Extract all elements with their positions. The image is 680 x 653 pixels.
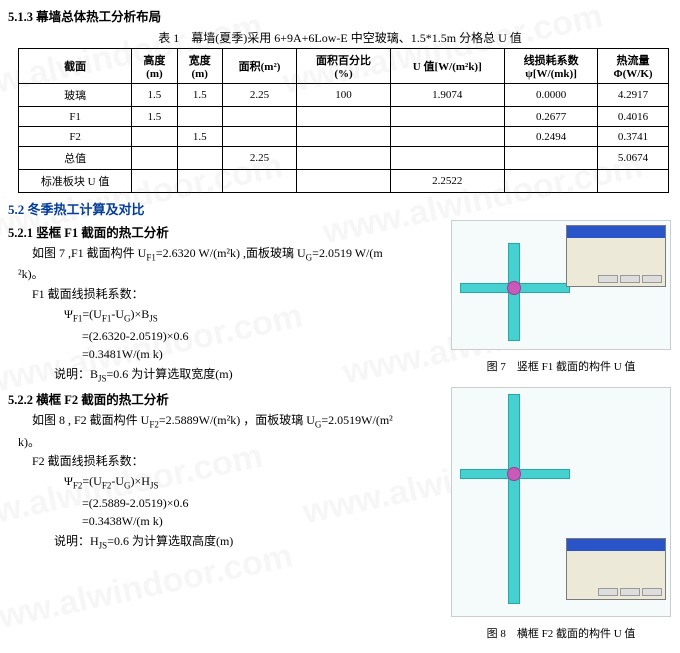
table-cell: 0.4016 xyxy=(598,107,668,127)
para-521-intro-cont: ²k)。 xyxy=(18,266,442,283)
heading-5-2: 5.2 冬季热工计算及对比 xyxy=(8,199,672,218)
heading-5-2-2: 5.2.2 横框 F2 截面的热工分析 xyxy=(8,389,442,408)
formula-f1-1: ΨF1=(UF1-UG)×BJS xyxy=(64,305,442,326)
table-row: F11.5 0.26770.4016 xyxy=(19,107,669,127)
table-cell xyxy=(297,147,391,170)
table-cell: F2 xyxy=(19,127,132,147)
formula-f2-3: =0.3438W/(m k) xyxy=(82,512,442,531)
figure-7-caption: 图 7 竖框 F1 截面的构件 U 值 xyxy=(450,358,672,374)
para-521-intro: 如图 7 ,F1 截面构件 UF1=2.6320 W/(m²k) ,面板玻璃 U… xyxy=(32,245,442,264)
formula-f2-1: ΨF2=(UF2-UG)×HJS xyxy=(64,472,442,493)
table-header-cell: 宽度(m) xyxy=(177,49,222,84)
table-row: 玻璃1.51.52.251001.90740.00004.2917 xyxy=(19,84,669,107)
table-header-cell: 线损耗系数ψ[W/(mk)] xyxy=(504,49,598,84)
table-cell: 1.5 xyxy=(132,84,177,107)
formula-f2-2: =(2.5889-2.0519)×0.6 xyxy=(82,494,442,513)
para-522-coef: F2 截面线损耗系数： xyxy=(32,453,442,470)
table-cell xyxy=(598,170,668,193)
table-cell: 4.2917 xyxy=(598,84,668,107)
table-cell xyxy=(504,147,598,170)
figure-8-caption: 图 8 横框 F2 截面的构件 U 值 xyxy=(450,625,672,641)
formula-f1-3: =0.3481W/(m k) xyxy=(82,345,442,364)
note-522: 说明：HJS=0.6 为计算选取高度(m) xyxy=(54,533,442,552)
heading-5-1-3: 5.1.3 幕墙总体热工分析布局 xyxy=(8,6,672,25)
table-cell: 1.5 xyxy=(132,107,177,127)
formula-f1-2: =(2.6320-2.0519)×0.6 xyxy=(82,327,442,346)
table-title: 表 1 幕墙(夏季)采用 6+9A+6Low-E 中空玻璃、1.5*1.5m 分… xyxy=(8,29,672,46)
table-cell xyxy=(297,170,391,193)
table-row: 标准板块 U 值 2.2522 xyxy=(19,170,669,193)
table-header-cell: 截面 xyxy=(19,49,132,84)
table-cell: 2.25 xyxy=(222,84,296,107)
table-cell xyxy=(222,170,296,193)
para-522-intro: 如图 8 , F2 截面构件 UF2=2.5889W/(m²k) ，面板玻璃 U… xyxy=(32,412,442,431)
para-521-coef: F1 截面线损耗系数： xyxy=(32,286,442,303)
table-header-cell: 高度(m) xyxy=(132,49,177,84)
table-cell: 1.9074 xyxy=(390,84,504,107)
table-cell: 5.0674 xyxy=(598,147,668,170)
table-header-cell: U 值[W/(m²k)] xyxy=(390,49,504,84)
table-header-cell: 面积百分比(%) xyxy=(297,49,391,84)
table-cell xyxy=(177,107,222,127)
figure-8-dialog xyxy=(566,538,666,600)
table-cell: 0.3741 xyxy=(598,127,668,147)
table-cell: 0.2494 xyxy=(504,127,598,147)
table-cell xyxy=(132,127,177,147)
table-cell xyxy=(390,107,504,127)
table-cell xyxy=(177,170,222,193)
table-cell: 1.5 xyxy=(177,84,222,107)
table-cell xyxy=(390,127,504,147)
table-cell xyxy=(297,127,391,147)
table-row: 总值 2.25 5.0674 xyxy=(19,147,669,170)
table-cell xyxy=(177,147,222,170)
heading-5-2-1: 5.2.1 竖框 F1 截面的热工分析 xyxy=(8,222,442,241)
table-cell xyxy=(390,147,504,170)
table-cell: 2.25 xyxy=(222,147,296,170)
table-cell: 1.5 xyxy=(177,127,222,147)
table-cell xyxy=(132,170,177,193)
figure-7 xyxy=(451,220,671,350)
table-cell: 100 xyxy=(297,84,391,107)
table-cell xyxy=(297,107,391,127)
para-522-intro-cont: k)。 xyxy=(18,434,442,451)
table-header-cell: 面积(m²) xyxy=(222,49,296,84)
figure-8 xyxy=(451,387,671,617)
table-row: F2 1.5 0.24940.3741 xyxy=(19,127,669,147)
table-cell xyxy=(222,127,296,147)
table-cell: 标准板块 U 值 xyxy=(19,170,132,193)
table-cell: 0.2677 xyxy=(504,107,598,127)
table-cell xyxy=(504,170,598,193)
table-cell: 2.2522 xyxy=(390,170,504,193)
table-header-cell: 热流量Φ(W/K) xyxy=(598,49,668,84)
table-cell: 0.0000 xyxy=(504,84,598,107)
table-cell xyxy=(222,107,296,127)
table-cell: 总值 xyxy=(19,147,132,170)
table-cell: 玻璃 xyxy=(19,84,132,107)
u-value-table: 截面高度(m)宽度(m)面积(m²)面积百分比(%)U 值[W/(m²k)]线损… xyxy=(18,48,669,193)
note-521: 说明：BJS=0.6 为计算选取宽度(m) xyxy=(54,366,442,385)
table-cell xyxy=(132,147,177,170)
figure-7-dialog xyxy=(566,225,666,287)
table-cell: F1 xyxy=(19,107,132,127)
